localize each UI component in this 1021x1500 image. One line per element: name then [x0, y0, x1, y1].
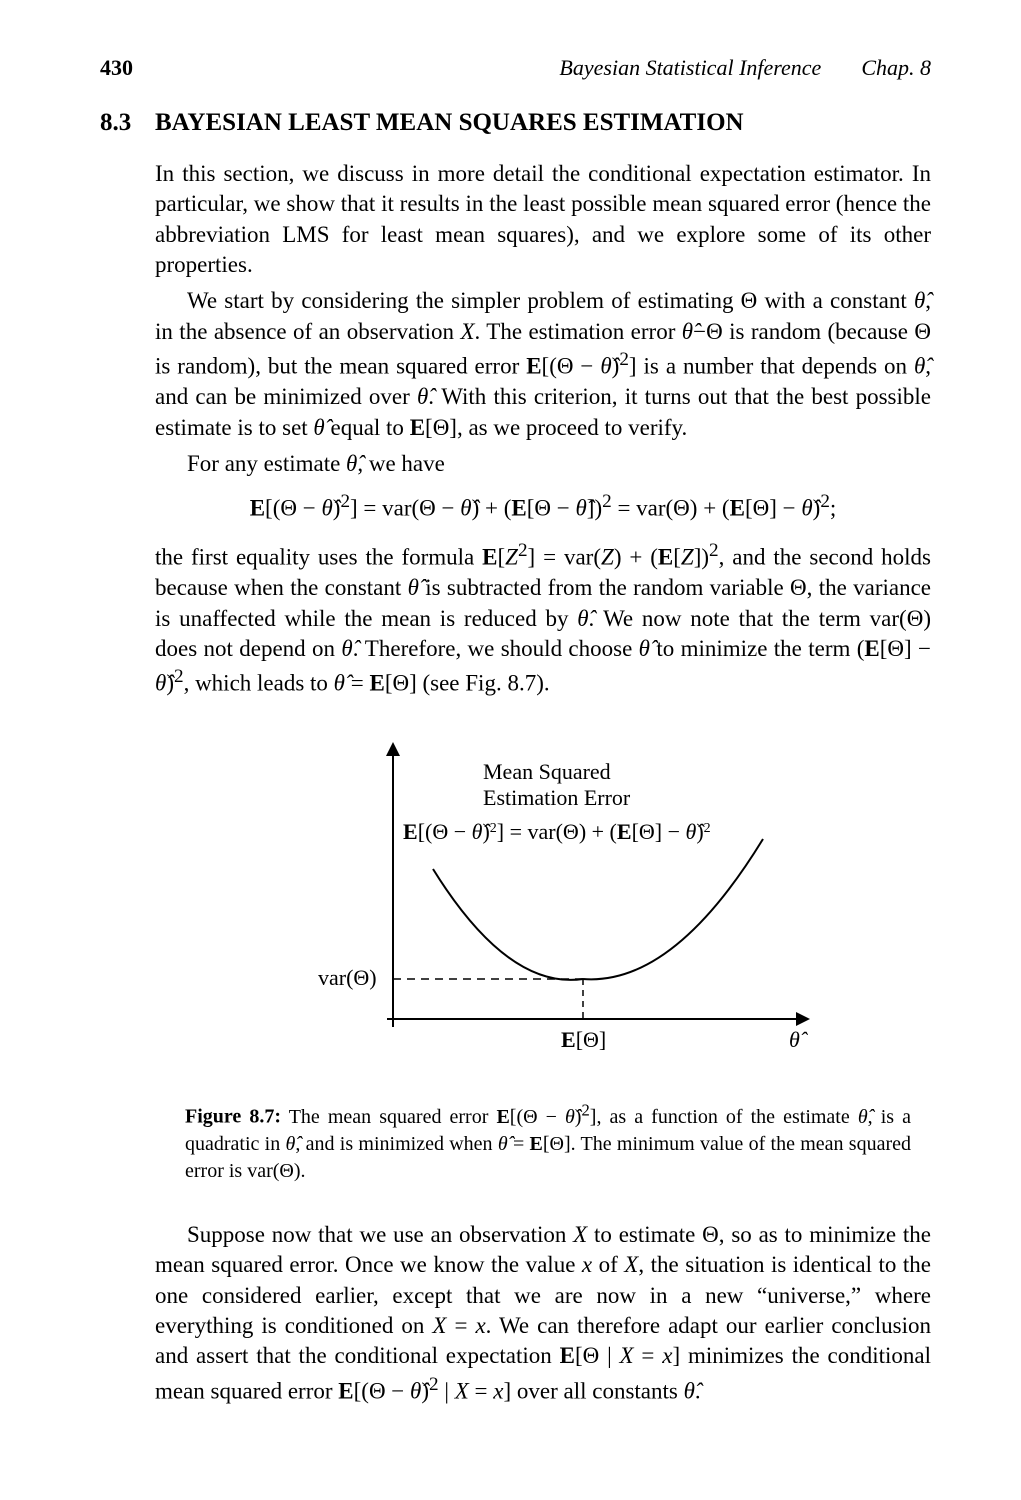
section-number: 8.3 [100, 109, 155, 137]
running-head-right: Bayesian Statistical Inference Chap. 8 [559, 55, 931, 81]
paragraph-3: For any estimate θ̂, we have [155, 449, 931, 479]
book-title: Bayesian Statistical Inference [559, 55, 821, 81]
figure-caption: Figure 8.7: The mean squared error E[(Θ … [185, 1099, 911, 1185]
display-equation-1: E[(Θ − θ̂)2] = var(Θ − θ̂) + (E[Θ − θ̂])… [155, 489, 931, 524]
figure-8-7: Mean SquaredEstimation Error E[(Θ − θ̂)2]… [155, 729, 931, 1185]
body-text: In this section, we discuss in more deta… [155, 159, 931, 1407]
svg-text:θ̂: θ̂ [789, 1027, 809, 1052]
svg-text:var(Θ): var(Θ) [318, 965, 377, 990]
running-head: 430 Bayesian Statistical Inference Chap.… [100, 55, 931, 81]
figure-caption-label: Figure 8.7: [185, 1106, 281, 1128]
figure-caption-text: The mean squared error E[(Θ − θ̂)2], as … [185, 1106, 911, 1182]
paragraph-4: the first equality uses the formula E[Z2… [155, 538, 931, 699]
page: 430 Bayesian Statistical Inference Chap.… [0, 0, 1021, 1500]
page-number: 430 [100, 55, 133, 81]
svg-text:E[(Θ − θ̂)2] = var(Θ) + (E[Θ]: E[(Θ − θ̂)2] = var(Θ) + (E[Θ] − θ̂)2 [403, 819, 711, 844]
figure-svg: Mean SquaredEstimation Error E[(Θ − θ̂)2]… [263, 729, 823, 1069]
section-title: BAYESIAN LEAST MEAN SQUARES ESTIMATION [155, 109, 744, 137]
paragraph-2: We start by considering the simpler prob… [155, 286, 931, 442]
svg-text:Mean Squared: Mean Squared [483, 759, 611, 784]
section-heading: 8.3 BAYESIAN LEAST MEAN SQUARES ESTIMATI… [100, 109, 931, 137]
chapter-label: Chap. 8 [861, 55, 931, 81]
svg-text:Estimation Error: Estimation Error [483, 785, 631, 810]
paragraph-5: Suppose now that we use an observation X… [155, 1220, 931, 1407]
svg-text:E[Θ]: E[Θ] [561, 1027, 606, 1052]
paragraph-1: In this section, we discuss in more deta… [155, 159, 931, 280]
